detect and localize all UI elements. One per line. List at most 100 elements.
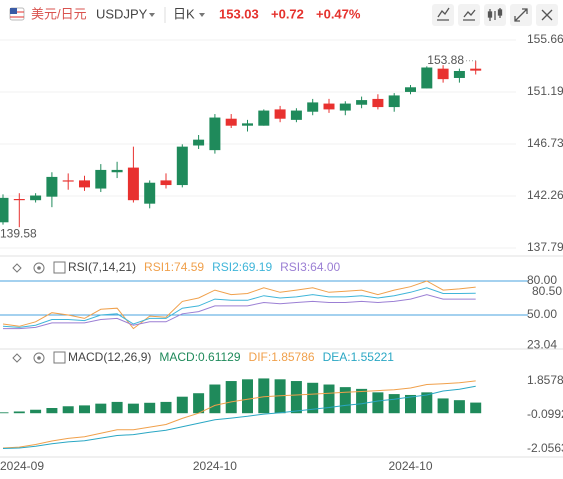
candle-body xyxy=(437,68,449,80)
x-tick-label: 2024-09 xyxy=(0,459,44,473)
candle-body xyxy=(225,118,237,126)
indicator-line xyxy=(2,380,476,449)
y-tick-label: 80.00 xyxy=(527,273,557,287)
macd-bar xyxy=(323,384,335,414)
rsi-settings[interactable] xyxy=(33,262,45,274)
rsi-current-label: 80.50 xyxy=(532,284,562,298)
y-tick-label: 1.85786 xyxy=(527,373,563,387)
macd-bar xyxy=(453,400,465,414)
macd-bar xyxy=(470,402,482,414)
candle-body xyxy=(388,95,400,108)
candle-body xyxy=(176,146,188,186)
candle-tool[interactable] xyxy=(484,4,506,26)
y-tick-label: 151.19 xyxy=(527,84,563,98)
legend-entry: RSI1:74.59 xyxy=(144,260,204,274)
indicator-line xyxy=(2,287,476,328)
max-label: 153.88 xyxy=(427,53,464,67)
candle-body xyxy=(79,180,90,188)
macd-bar xyxy=(372,392,384,414)
macd-bar xyxy=(405,394,416,414)
y-tick-label: -2.05634 xyxy=(527,441,563,455)
draw-tool[interactable] xyxy=(432,4,454,26)
macd-bar xyxy=(225,381,237,414)
toolbar xyxy=(432,4,558,26)
candle-body xyxy=(372,98,384,108)
candle-body xyxy=(127,167,139,201)
macd-bar xyxy=(356,388,368,414)
candle-body xyxy=(242,123,253,126)
candle-body xyxy=(405,87,416,92)
macd-bar xyxy=(127,403,139,414)
candle-body xyxy=(62,180,74,182)
y-tick-label: -0.09924 xyxy=(527,407,563,421)
macd-bar xyxy=(30,409,42,414)
candle-body xyxy=(30,195,42,201)
candle-body xyxy=(95,169,107,189)
candle-body xyxy=(144,182,156,204)
macd-bar xyxy=(79,405,90,414)
candle-body xyxy=(111,169,123,173)
change: +0.72 xyxy=(271,6,304,21)
indicator-line xyxy=(2,280,476,330)
macd-bar xyxy=(388,394,400,414)
legend-entry: RSI3:64.00 xyxy=(280,260,340,274)
y-tick-label: 50.00 xyxy=(527,307,557,321)
y-tick-label: 146.73 xyxy=(527,136,563,150)
candle-body xyxy=(421,67,433,89)
change-pct: +0.47% xyxy=(316,6,361,21)
candle-body xyxy=(209,117,221,151)
pair-name[interactable]: 美元/日元 xyxy=(31,6,87,21)
candle-body xyxy=(356,100,368,105)
candle-body xyxy=(470,68,482,71)
candle-body xyxy=(274,109,286,119)
rsi-checkbox[interactable] xyxy=(53,261,66,274)
macd-toggle[interactable] xyxy=(12,353,22,363)
dropdown-caret[interactable] xyxy=(149,13,155,17)
candle-body xyxy=(307,102,319,112)
candle-body xyxy=(193,139,205,146)
macd-bar xyxy=(0,412,9,414)
macd-bar xyxy=(339,387,351,414)
macd-bar xyxy=(111,401,123,414)
legend-entry: MACD:0.61129 xyxy=(159,350,240,364)
y-tick-label: 142.26 xyxy=(527,188,563,202)
macd-checkbox[interactable] xyxy=(53,351,66,364)
symbol[interactable]: USDJPY xyxy=(96,6,148,21)
legend-entry: RSI2:69.19 xyxy=(212,260,272,274)
macd-bar xyxy=(176,396,188,414)
expand-tool[interactable] xyxy=(510,4,532,26)
macd-bar xyxy=(193,393,205,414)
y-tick-label: 137.79 xyxy=(527,240,563,254)
x-tick-label: 2024-10 xyxy=(388,459,432,473)
macd-title: MACD(12,26,9) xyxy=(68,350,151,364)
macd-bar xyxy=(144,402,156,414)
legend-entry: DIF:1.85786 xyxy=(249,350,315,364)
macd-bar xyxy=(209,384,221,414)
flag-icon xyxy=(9,7,25,21)
candle-body xyxy=(160,180,172,186)
candle-body xyxy=(453,70,465,78)
candle-body xyxy=(290,110,302,120)
candle-body xyxy=(0,197,9,223)
candle-body xyxy=(46,176,58,197)
macd-bar xyxy=(160,401,172,414)
y-tick-label: 23.04 xyxy=(527,338,557,352)
y-tick-label: 155.66 xyxy=(527,32,563,46)
close-tool[interactable] xyxy=(536,4,558,26)
macd-settings[interactable] xyxy=(33,352,45,364)
macd-bar xyxy=(258,378,270,414)
macd-bar xyxy=(95,403,107,414)
macd-bar xyxy=(421,392,433,414)
x-tick-label: 2024-10 xyxy=(193,459,237,473)
indicator-tool[interactable] xyxy=(458,4,480,26)
candle-body xyxy=(323,103,335,110)
dropdown-caret[interactable] xyxy=(199,13,205,17)
period[interactable]: 日K xyxy=(173,6,195,21)
min-label: 139.58 xyxy=(0,226,37,240)
macd-bar xyxy=(307,382,319,414)
rsi-title: RSI(7,14,21) xyxy=(68,260,136,274)
macd-bar xyxy=(242,379,253,414)
rsi-toggle[interactable] xyxy=(12,263,22,273)
